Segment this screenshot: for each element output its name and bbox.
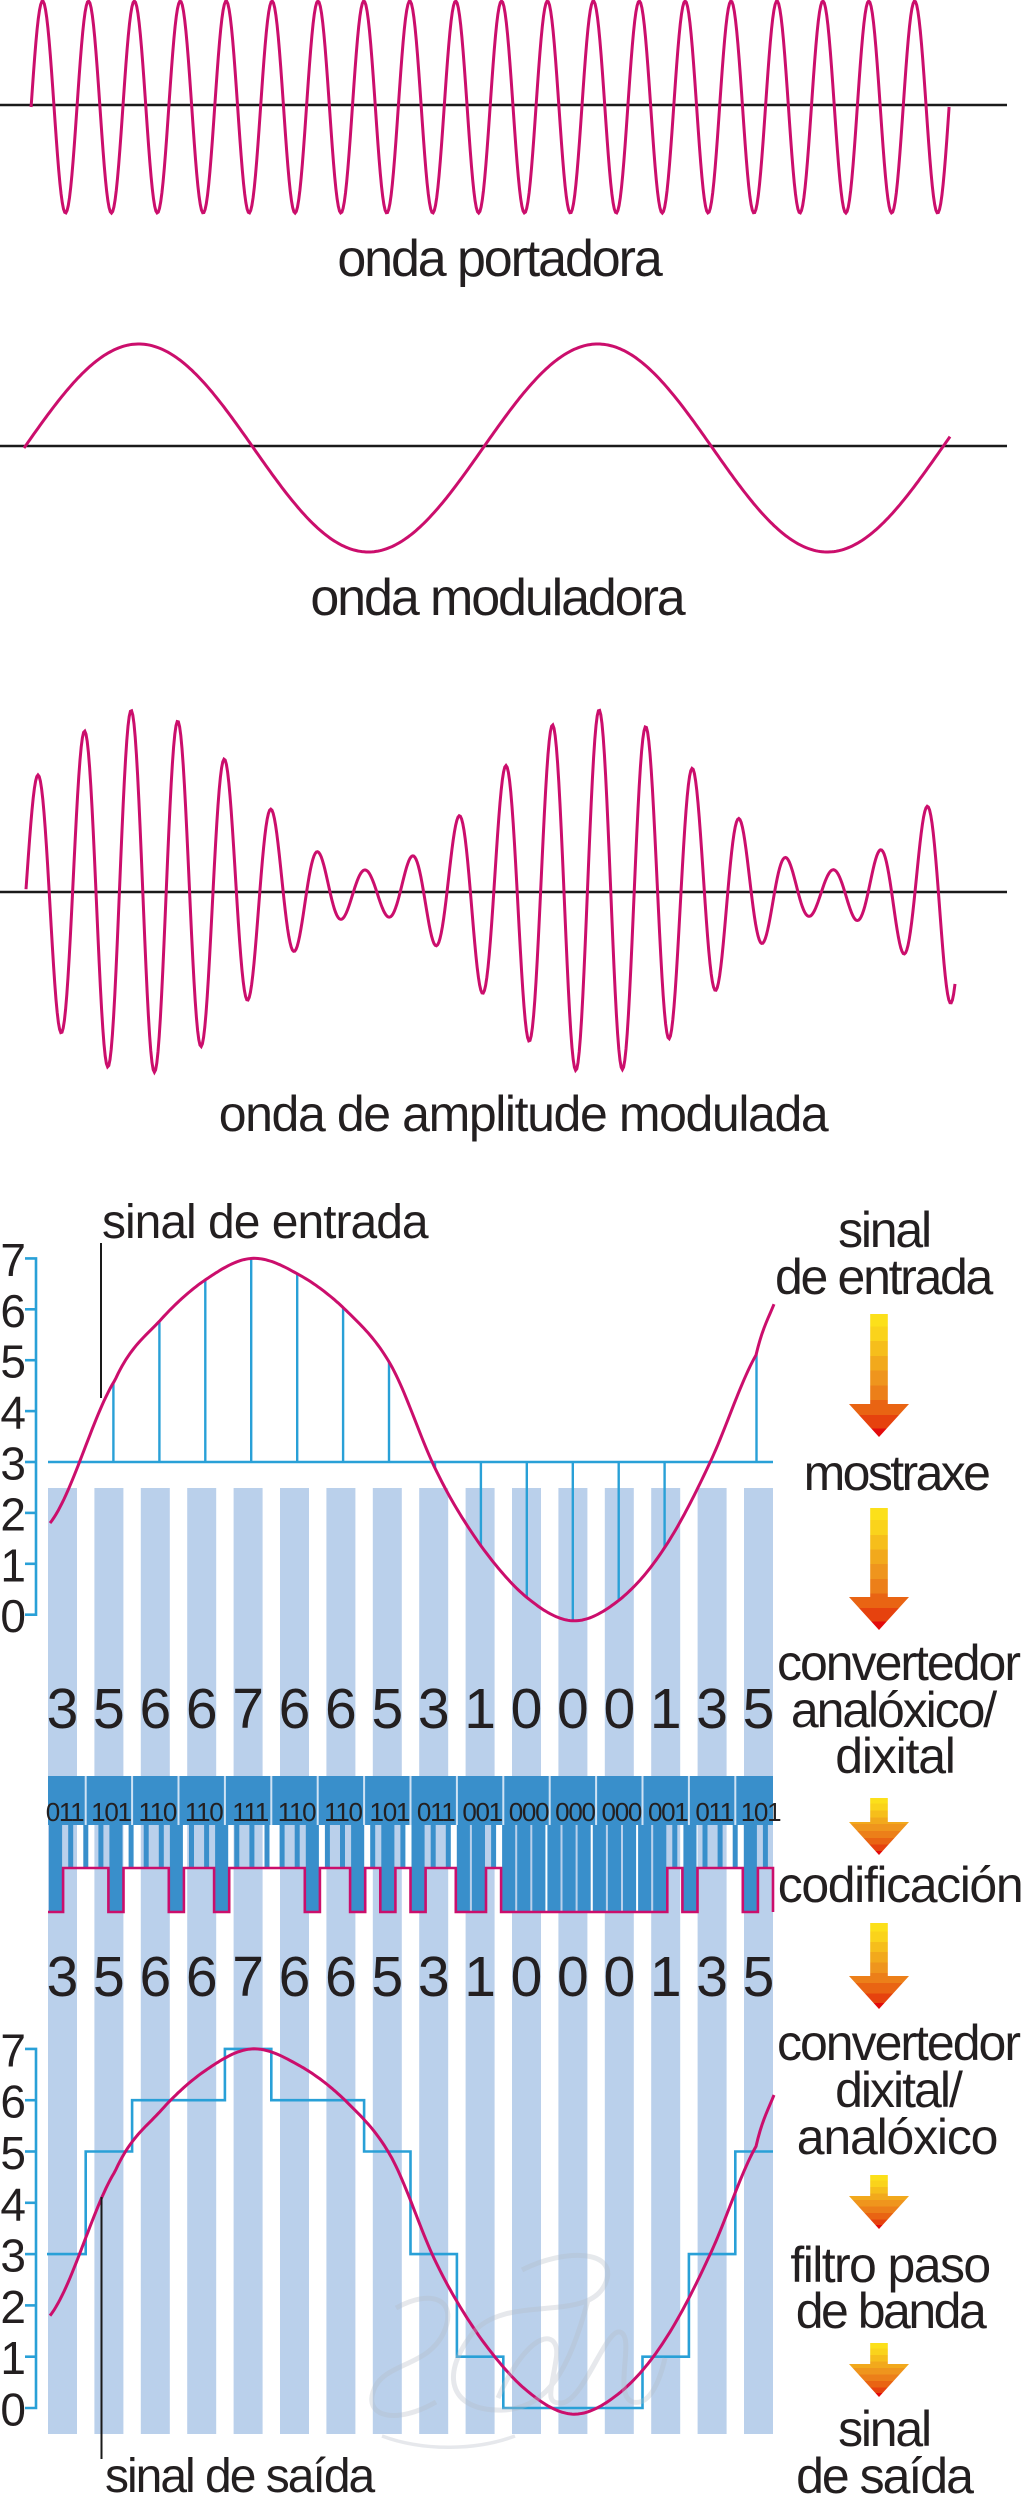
svg-text:3: 3 <box>696 1677 728 1741</box>
svg-text:6: 6 <box>139 1677 171 1741</box>
svg-text:5: 5 <box>93 1677 125 1741</box>
svg-text:6: 6 <box>279 1945 311 2009</box>
svg-text:codificación: codificación <box>778 1857 1022 1913</box>
svg-text:3: 3 <box>47 1677 79 1741</box>
svg-text:onda portadora: onda portadora <box>337 230 663 288</box>
svg-text:110: 110 <box>139 1797 177 1827</box>
svg-text:3: 3 <box>696 1945 728 2009</box>
svg-text:6: 6 <box>279 1677 311 1741</box>
svg-text:6: 6 <box>0 1285 26 1337</box>
svg-text:convertedor: convertedor <box>777 1635 1020 1691</box>
svg-text:101: 101 <box>370 1797 410 1827</box>
svg-text:0: 0 <box>511 1677 543 1741</box>
svg-text:de saída: de saída <box>796 2448 974 2499</box>
svg-text:0: 0 <box>557 1677 589 1741</box>
svg-text:onda moduladora: onda moduladora <box>310 569 685 627</box>
svg-text:5: 5 <box>371 1677 403 1741</box>
svg-text:001: 001 <box>648 1797 688 1827</box>
svg-text:000: 000 <box>509 1797 549 1827</box>
svg-text:sinal: sinal <box>838 2401 930 2457</box>
svg-text:5: 5 <box>743 1945 775 2009</box>
svg-text:0: 0 <box>557 1945 589 2009</box>
svg-text:0: 0 <box>603 1677 635 1741</box>
svg-text:dixital/: dixital/ <box>835 2062 963 2118</box>
svg-text:7: 7 <box>232 1677 264 1741</box>
svg-text:3: 3 <box>0 2230 26 2282</box>
svg-text:analóxico/: analóxico/ <box>791 1682 997 1738</box>
svg-text:011: 011 <box>417 1797 455 1827</box>
svg-text:1: 1 <box>650 1677 682 1741</box>
svg-text:0: 0 <box>511 1945 543 2009</box>
svg-text:5: 5 <box>0 1336 26 1388</box>
svg-text:101: 101 <box>91 1797 131 1827</box>
svg-text:sinal: sinal <box>838 1202 930 1258</box>
svg-text:7: 7 <box>0 2024 26 2076</box>
svg-text:6: 6 <box>325 1677 357 1741</box>
svg-text:de entrada: de entrada <box>775 1249 994 1305</box>
svg-text:0: 0 <box>0 1590 26 1642</box>
svg-text:001: 001 <box>462 1797 502 1827</box>
svg-text:dixital: dixital <box>835 1728 954 1784</box>
svg-text:convertedor: convertedor <box>777 2015 1020 2071</box>
svg-text:110: 110 <box>324 1797 362 1827</box>
svg-text:5: 5 <box>93 1945 125 2009</box>
svg-text:011: 011 <box>695 1797 733 1827</box>
svg-text:1: 1 <box>464 1945 496 2009</box>
svg-text:3: 3 <box>47 1945 79 2009</box>
svg-text:101: 101 <box>741 1797 781 1827</box>
svg-text:0: 0 <box>0 2384 26 2436</box>
svg-text:2: 2 <box>0 1488 26 1540</box>
svg-text:5: 5 <box>743 1677 775 1741</box>
svg-text:analóxico: analóxico <box>797 2109 997 2165</box>
svg-text:000: 000 <box>602 1797 642 1827</box>
svg-text:0: 0 <box>603 1945 635 2009</box>
svg-text:mostraxe: mostraxe <box>804 1445 990 1501</box>
svg-text:1: 1 <box>0 2332 26 2384</box>
svg-text:de banda: de banda <box>796 2283 987 2339</box>
svg-text:4: 4 <box>0 2178 26 2230</box>
svg-text:011: 011 <box>46 1797 84 1827</box>
svg-text:7: 7 <box>232 1945 264 2009</box>
svg-text:6: 6 <box>186 1945 218 2009</box>
svg-text:6: 6 <box>325 1945 357 2009</box>
svg-text:3: 3 <box>418 1677 450 1741</box>
svg-text:filtro paso: filtro paso <box>790 2237 989 2293</box>
svg-text:1: 1 <box>0 1539 26 1591</box>
svg-text:5: 5 <box>371 1945 403 2009</box>
svg-text:sinal de entrada: sinal de entrada <box>102 1196 429 1249</box>
svg-text:6: 6 <box>139 1945 171 2009</box>
svg-text:sinal de saída: sinal de saída <box>105 2450 376 2499</box>
svg-text:000: 000 <box>555 1797 595 1827</box>
svg-text:1: 1 <box>650 1945 682 2009</box>
svg-text:111: 111 <box>232 1797 268 1827</box>
svg-text:4: 4 <box>0 1387 26 1439</box>
svg-text:7: 7 <box>0 1234 26 1286</box>
svg-text:3: 3 <box>418 1945 450 2009</box>
svg-text:onda de amplitude modulada: onda de amplitude modulada <box>219 1086 829 1142</box>
svg-text:3: 3 <box>0 1438 26 1490</box>
svg-text:2: 2 <box>0 2281 26 2333</box>
svg-text:1: 1 <box>464 1677 496 1741</box>
svg-text:5: 5 <box>0 2127 26 2179</box>
svg-text:110: 110 <box>278 1797 316 1827</box>
svg-text:110: 110 <box>185 1797 223 1827</box>
svg-text:6: 6 <box>186 1677 218 1741</box>
svg-text:6: 6 <box>0 2076 26 2128</box>
